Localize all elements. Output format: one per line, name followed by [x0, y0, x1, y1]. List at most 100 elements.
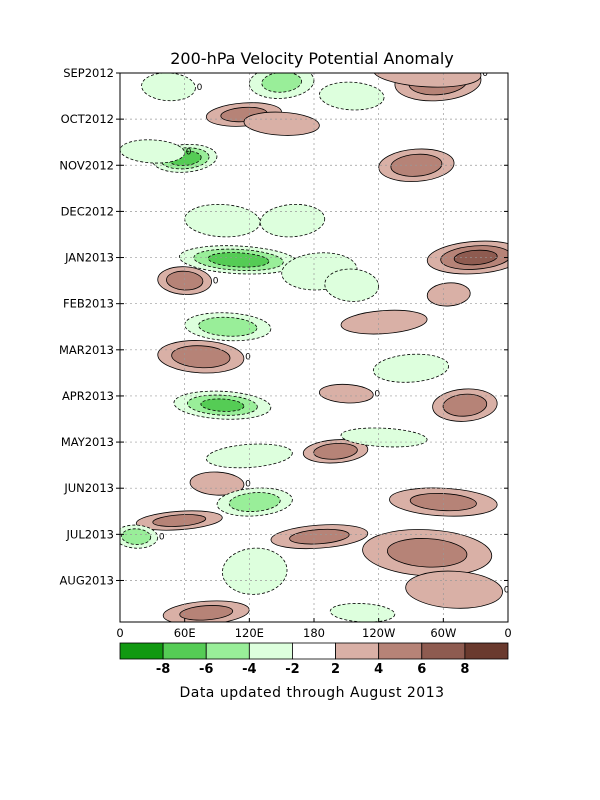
y-tick-label: NOV2012: [59, 158, 114, 172]
anomaly-contour: [426, 282, 471, 307]
anomaly-blob: [432, 388, 498, 422]
colorbar-tick-label: 4: [374, 662, 383, 677]
anomaly-blob: [405, 570, 503, 609]
anomaly-contour: [261, 73, 302, 93]
anomaly-contour: [222, 547, 288, 595]
anomaly-blob: [189, 471, 245, 496]
colorbar-swatch: [119, 642, 164, 660]
colorbar-swatch: [335, 642, 380, 660]
colorbar-tick-label: 6: [417, 662, 426, 677]
anomaly-contour: [387, 538, 468, 568]
y-tick-label: MAY2013: [61, 435, 114, 449]
zero-contour-label: 0: [245, 480, 251, 490]
anomaly-blob: [426, 282, 471, 307]
anomaly-blob: [362, 529, 493, 577]
y-tick-label: APR2013: [62, 389, 114, 403]
anomaly-blob: [178, 245, 299, 275]
colorbar-tick-label: 2: [331, 662, 340, 677]
y-tick-label: FEB2013: [63, 297, 114, 311]
x-tick-label: 120W: [362, 626, 395, 640]
colorbar-swatch: [292, 642, 336, 660]
anomaly-contour: [205, 443, 293, 469]
anomaly-blob: [340, 309, 428, 335]
anomaly-contour: [207, 252, 270, 268]
anomaly-contour: [198, 316, 258, 337]
anomaly-contour: [313, 442, 358, 460]
zero-contour-label: 0: [159, 533, 165, 543]
colorbar-tick-label: -4: [242, 662, 256, 677]
anomaly-blob: [205, 443, 293, 469]
anomaly-blob: [135, 510, 223, 531]
anomaly-contour: [200, 398, 245, 412]
colorbar-swatch: [205, 642, 250, 660]
colorbar-swatch: [378, 642, 423, 660]
colorbar-swatch: [421, 642, 466, 660]
y-tick-label: DEC2012: [61, 204, 114, 218]
anomaly-blob: [216, 487, 293, 517]
anomaly-contour: [171, 345, 231, 369]
anomaly-blob: [248, 73, 315, 99]
y-tick-label: JUL2013: [66, 527, 114, 541]
anomaly-blob: [120, 524, 159, 549]
x-axis: 0 60E 120E 180 120W 60W 0: [116, 618, 512, 640]
anomaly-contour: [340, 309, 428, 335]
anomaly-blob: [157, 340, 245, 374]
chart-title: 200-hPa Velocity Potential Anomaly: [170, 49, 453, 68]
colorbar-swatch: [248, 642, 293, 660]
x-tick-label: 60E: [174, 626, 196, 640]
colorbar-tick-label: 8: [460, 662, 469, 677]
colorbar-swatch: [162, 642, 207, 660]
anomaly-contour: [121, 528, 152, 545]
y-tick-label: JUN2013: [63, 481, 114, 495]
anomaly-contour: [259, 203, 326, 238]
y-axis: SEP2012 OCT2012 NOV2012 DEC2012 JAN2013 FEB20…: [59, 66, 508, 587]
zero-contour-label: 0: [245, 353, 251, 363]
zero-contour-label: 0: [504, 586, 510, 596]
anomaly-blob: [302, 439, 369, 464]
anomaly-blob: [157, 266, 212, 295]
colorbar: -8 -6 -4 -2 2 4 6 8: [119, 642, 509, 677]
anomaly-blob: [372, 353, 450, 383]
anomaly-contour: [179, 605, 234, 621]
anomaly-blob: [319, 81, 385, 111]
anomaly-contour: [228, 492, 281, 512]
y-tick-label: JAN2013: [64, 251, 114, 265]
anomaly-contour: [152, 514, 207, 527]
data-updated-caption: Data updated through August 2013: [179, 685, 444, 701]
anomaly-blob: [243, 111, 320, 136]
y-tick-label: SEP2012: [63, 66, 114, 80]
anomaly-contour: [405, 570, 503, 609]
x-tick-label: 180: [303, 626, 325, 640]
anomaly-contour: [324, 268, 380, 302]
y-tick-label: OCT2012: [61, 112, 114, 126]
zero-contour-label: 0: [186, 147, 192, 157]
anomaly-contour: [243, 111, 320, 136]
anomaly-contour: [166, 270, 204, 291]
zero-contour-label: 0: [213, 277, 219, 287]
anomaly-blob: [259, 203, 326, 238]
colorbar-tick-label: -2: [285, 662, 299, 677]
anomaly-contour: [319, 81, 385, 111]
anomaly-blob: [319, 383, 374, 404]
colorbar-tick-label: -6: [199, 662, 213, 677]
anomaly-contour: [189, 471, 245, 496]
x-tick-label: 60W: [430, 626, 456, 640]
x-tick-label: 0: [116, 626, 123, 640]
anomaly-blob: [173, 390, 272, 420]
zero-contour-label: 0: [197, 83, 203, 93]
grid-lines: [120, 73, 508, 622]
anomaly-contour: [319, 383, 374, 404]
zero-contour-label: 0: [374, 390, 380, 400]
anomaly-blob: [270, 524, 369, 550]
anomaly-contour: [289, 528, 350, 545]
plot-area: 0000000000: [119, 69, 510, 623]
colorbar-tick-label: -8: [156, 662, 170, 677]
anomaly-blob: [324, 268, 380, 302]
y-tick-label: MAR2013: [59, 343, 114, 357]
colorbar-swatch: [464, 642, 509, 660]
zero-contour-label: 0: [482, 69, 488, 79]
anomaly-contour: [442, 393, 488, 417]
x-tick-label: 120E: [235, 626, 264, 640]
anomaly-contour: [372, 353, 450, 383]
